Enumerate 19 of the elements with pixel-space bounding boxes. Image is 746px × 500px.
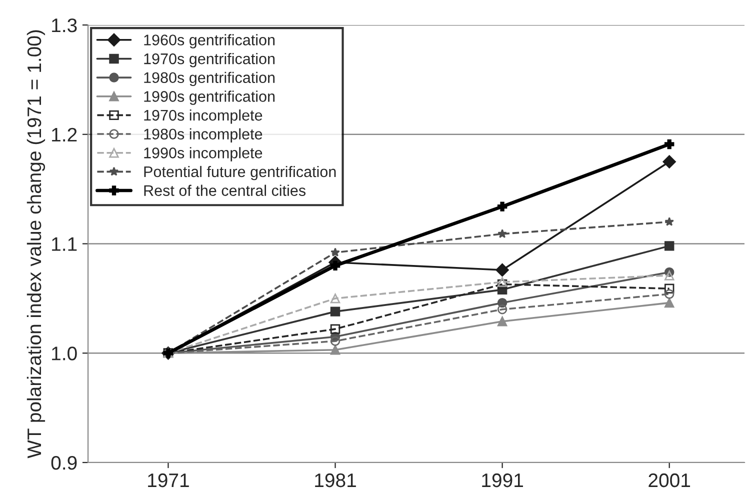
legend-label: Rest of the central cities	[144, 184, 306, 196]
y-axis-title: WT polarization index value change (1971 = 1.00)	[26, 30, 46, 458]
legend-label: 1990s incomplete	[144, 147, 262, 162]
legend-label: Potential future gentrification	[144, 166, 336, 180]
legend-label: 1970s gentrification	[144, 52, 275, 68]
y-tick-label: 1.3	[52, 18, 77, 32]
x-tick-label: 2001	[648, 473, 690, 488]
legend-label: 1960s gentrification	[144, 34, 275, 48]
y-tick-label: 1.1	[52, 237, 77, 251]
legend-label: 1980s gentrification	[144, 72, 275, 86]
legend-label: 1970s incomplete	[144, 109, 262, 124]
y-tick-label: 0.9	[51, 456, 77, 470]
x-tick-label: 1991	[482, 473, 523, 488]
legend-label: 1990s gentrification	[144, 90, 275, 105]
y-tick-label: 1.0	[52, 346, 77, 360]
x-tick-label: 1971	[148, 473, 189, 488]
legend-label: 1980s incomplete	[144, 128, 262, 143]
y-tick-label: 1.2	[52, 128, 77, 142]
x-tick-label: 1981	[315, 473, 356, 488]
